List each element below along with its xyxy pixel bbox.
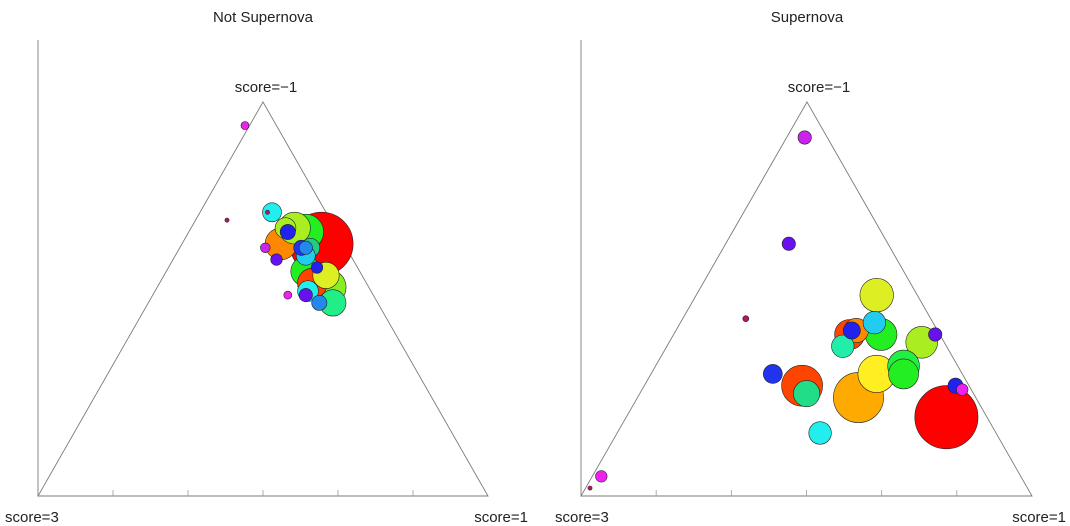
ternary-chart-supernova: Supernova score=−1 score=3 score=1 — [555, 9, 1066, 526]
vertex-label-top: score=−1 — [235, 79, 298, 96]
bubble-group — [224, 121, 354, 317]
data-point — [956, 383, 969, 396]
vertex-label-bottom-right: score=1 — [474, 509, 528, 526]
data-point — [298, 240, 313, 255]
vertex-label-top: score=−1 — [788, 79, 851, 96]
data-point — [260, 242, 271, 254]
data-point — [808, 421, 832, 445]
data-point — [797, 130, 812, 145]
data-point — [862, 311, 887, 335]
vertex-label-bottom-left: score=3 — [5, 509, 59, 526]
data-point — [283, 290, 293, 300]
data-point — [914, 385, 979, 450]
bubble-group — [587, 130, 979, 491]
ternary-triangle — [37, 101, 489, 497]
data-point — [270, 253, 283, 266]
vertex-label-bottom-right: score=1 — [1012, 509, 1066, 526]
chart-panel-supernova: Supernova score=−1 score=3 score=1 — [535, 0, 1070, 526]
data-point — [311, 294, 328, 311]
data-point — [595, 470, 608, 483]
data-point — [888, 358, 919, 390]
data-point — [587, 485, 593, 491]
data-point — [298, 288, 313, 303]
data-point — [742, 315, 750, 323]
vertex-label-bottom-left: score=3 — [555, 509, 609, 526]
data-point — [224, 217, 230, 223]
data-point — [310, 261, 324, 274]
data-point — [763, 364, 783, 384]
data-point — [928, 327, 943, 342]
data-point — [279, 224, 296, 240]
chart-title: Supernova — [771, 9, 844, 26]
ternary-chart-not-supernova: Not Supernova score=−1 score=3 score=1 — [5, 9, 528, 526]
data-point — [842, 321, 861, 340]
bottom-ticks — [112, 490, 414, 496]
data-point — [831, 334, 855, 358]
data-point — [240, 121, 250, 130]
bottom-ticks — [655, 490, 958, 496]
chart-title: Not Supernova — [213, 9, 314, 26]
data-point — [781, 236, 796, 251]
data-point — [265, 209, 270, 215]
data-point — [262, 202, 282, 223]
chart-panel-not-supernova: Not Supernova score=−1 score=3 score=1 — [5, 9, 528, 526]
data-point — [859, 278, 894, 313]
data-point — [793, 380, 821, 408]
